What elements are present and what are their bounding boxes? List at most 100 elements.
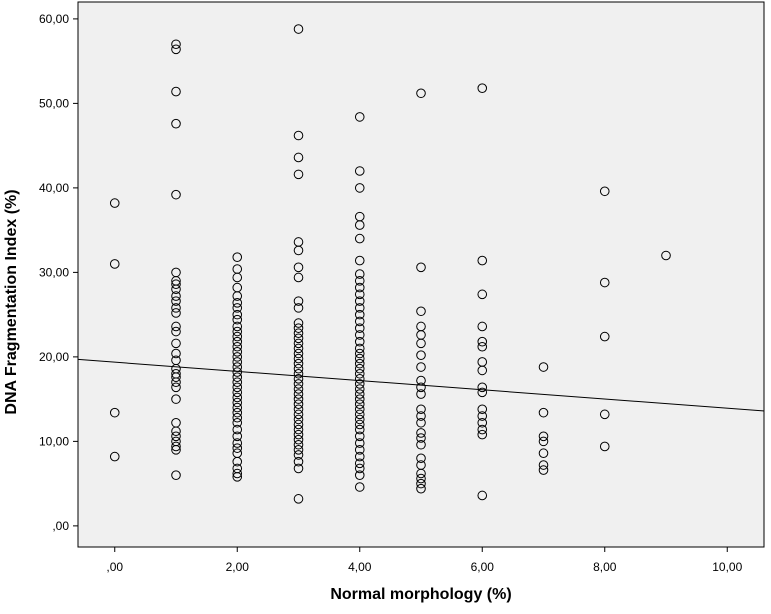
data-point (293, 379, 304, 389)
data-point (293, 394, 304, 404)
data-point (354, 303, 365, 313)
data-point (538, 436, 549, 447)
data-point (171, 348, 181, 359)
data-point (232, 382, 243, 393)
y-tick-label: 30,00 (39, 265, 69, 279)
data-point (293, 130, 304, 141)
y-tick-label: 60,00 (39, 12, 69, 26)
data-point (293, 328, 304, 339)
data-point (599, 277, 610, 288)
data-point (232, 341, 243, 352)
y-tick-label: ,00 (52, 519, 69, 533)
data-point (477, 387, 488, 398)
data-point (232, 387, 243, 398)
data-point (293, 409, 304, 420)
data-point (232, 392, 243, 403)
data-point (293, 348, 304, 359)
data-point (416, 389, 426, 399)
data-point (232, 407, 243, 418)
data-point (416, 411, 426, 421)
data-point (416, 350, 426, 360)
data-point (232, 417, 243, 428)
data-point (171, 431, 181, 442)
data-point (416, 468, 426, 479)
data-point (171, 118, 181, 129)
data-point (293, 445, 304, 455)
data-point (293, 318, 304, 328)
data-point (354, 399, 365, 410)
data-point (109, 198, 120, 208)
data-point (293, 353, 304, 364)
data-point (293, 169, 304, 180)
data-point (293, 429, 304, 440)
data-point (477, 382, 488, 393)
x-tick-label: 8,00 (593, 560, 617, 574)
data-point (171, 382, 181, 393)
data-point (538, 448, 549, 459)
data-point (354, 404, 365, 415)
data-point (354, 282, 365, 293)
data-point (232, 472, 243, 482)
data-point (354, 289, 365, 300)
fit-line (77, 358, 765, 412)
data-point (416, 473, 426, 484)
data-point (293, 494, 304, 504)
data-point (232, 336, 243, 347)
data-point (171, 86, 181, 97)
data-point (599, 331, 610, 342)
data-point (232, 303, 243, 313)
data-point (538, 407, 549, 418)
y-tick-label: 10,00 (39, 434, 69, 448)
data-point (354, 394, 365, 404)
data-point (354, 374, 365, 384)
data-point (477, 83, 488, 93)
data-point (171, 321, 181, 332)
data-point (232, 468, 243, 479)
data-point (354, 414, 365, 425)
data-point (232, 438, 243, 448)
data-point (171, 284, 181, 295)
data-point (293, 463, 304, 474)
data-point (293, 245, 304, 256)
data-point (232, 252, 243, 262)
data-point (354, 419, 365, 430)
data-point (293, 296, 304, 306)
data-point (232, 272, 243, 283)
data-point (232, 314, 243, 325)
data-point (477, 341, 488, 352)
x-tick-label: ,00 (106, 560, 123, 574)
data-point (477, 429, 488, 440)
data-point (232, 357, 243, 367)
data-point (171, 279, 181, 290)
data-point (293, 333, 304, 344)
plot-area (77, 1, 765, 548)
data-point (293, 399, 304, 410)
x-tick-label: 4,00 (348, 560, 372, 574)
data-point (354, 309, 365, 320)
data-point (354, 276, 365, 286)
x-tick-label: 10,00 (712, 560, 742, 574)
data-point (416, 88, 426, 99)
y-tick-label: 20,00 (39, 350, 69, 364)
data-point (354, 438, 365, 448)
data-point (232, 431, 243, 442)
y-tick-label: 40,00 (39, 181, 69, 195)
data-point (538, 465, 549, 475)
data-point (354, 424, 365, 435)
data-point (416, 338, 426, 349)
data-point (171, 303, 181, 313)
data-point (354, 358, 365, 369)
data-point (354, 183, 365, 193)
data-point (232, 331, 243, 342)
data-point (293, 456, 304, 467)
data-point (293, 434, 304, 445)
data-point (538, 460, 549, 470)
data-point (599, 409, 610, 420)
data-point (661, 250, 671, 261)
data-point (293, 323, 304, 333)
data-point (109, 451, 120, 462)
data-point (293, 368, 304, 379)
data-point (232, 347, 243, 357)
data-point (293, 303, 304, 313)
